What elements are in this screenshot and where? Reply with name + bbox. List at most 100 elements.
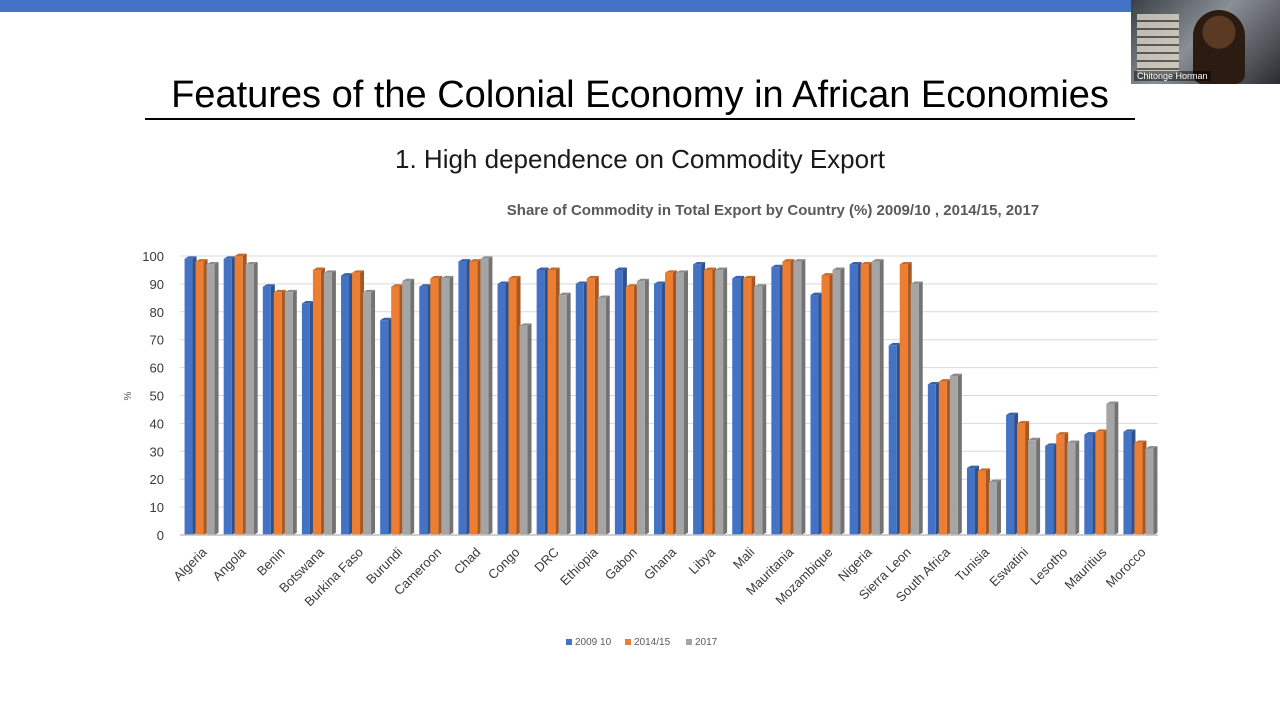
bar-top [1028,437,1041,441]
bar-top [419,284,432,287]
x-category-label: Mauritius [1062,544,1110,592]
bar-top [1006,412,1019,416]
bar-side [723,267,728,535]
y-tick-label: 40 [150,416,164,431]
bar-top [480,256,493,259]
y-tick-label: 60 [150,361,164,376]
bar-2014-15 [1017,423,1026,535]
bar-top [1056,432,1069,435]
bar-top [402,278,415,282]
bar-2017 [1028,440,1037,535]
bar-top [888,342,901,346]
bar-top [558,292,571,296]
bar-side [918,281,923,535]
bar-2017 [871,261,880,535]
bar-top [715,267,728,270]
bar-2017 [949,375,958,535]
bar-top [636,278,649,282]
bar-2009-10 [732,278,741,535]
participant-video[interactable]: Chitonge Horman [1131,0,1280,84]
x-category-label: Eswatini [986,544,1031,589]
bar-2009-10 [458,261,467,535]
bar-2009-10 [380,320,389,535]
x-category-label: Angola [210,544,250,584]
bar-2017 [323,272,332,535]
top-accent-bar [0,0,1280,12]
bar-2017 [558,295,567,535]
bar-2014-15 [273,292,282,535]
x-category-label: Algeria [170,544,210,584]
legend-swatch [625,639,631,645]
bar-side [253,261,258,535]
bar-side [566,292,571,535]
bar-2009-10 [1123,431,1132,535]
bar-2014-15 [195,261,204,535]
commodity-export-chart: Share of Commodity in Total Export by Co… [123,202,1158,648]
bar-top [508,275,521,279]
bar-side [449,275,454,535]
bar-2009-10 [223,258,232,535]
bar-2009-10 [301,303,310,535]
bar-2014-15 [860,264,869,535]
bar-top [771,264,784,268]
y-tick-label: 0 [157,528,164,543]
bar-top [184,256,197,259]
bar-top [1145,446,1158,449]
bar-2017 [206,264,215,535]
bar-2017 [441,278,450,535]
bar-top [363,289,376,293]
bar-top [234,253,247,256]
bar-2014-15 [1056,434,1065,535]
bar-side [957,373,962,535]
bar-top [323,270,336,273]
bar-2014-15 [938,381,947,535]
bar-top [810,292,823,296]
bar-top [458,259,471,262]
y-tick-label: 20 [150,472,164,487]
bar-top [519,323,532,326]
bar-2014-15 [665,272,673,535]
bar-2014-15 [430,278,439,535]
bar-side [214,261,219,535]
bar-2009-10 [810,295,819,535]
y-tick-label: 30 [150,444,164,459]
bar-top [754,284,767,287]
y-tick-label: 90 [150,277,164,292]
bar-2009-10 [888,345,897,535]
bar-2017 [1067,442,1076,535]
bar-2017 [793,261,802,535]
bar-top [273,289,286,293]
bar-top [380,317,393,321]
bar-2009-10 [184,258,193,535]
bar-2014-15 [1095,431,1104,535]
bar-2014-15 [234,256,243,535]
x-category-label: Chad [451,545,484,578]
bar-top [949,373,962,376]
x-category-label: Morocco [1103,545,1149,591]
bar-2017 [988,481,997,535]
x-category-label: Benin [254,545,288,579]
bar-top [704,267,717,270]
bar-top [1134,440,1147,443]
y-tick-label: 50 [150,389,164,404]
bar-2014-15 [508,278,517,535]
bar-top [832,267,845,270]
bar-2009-10 [927,384,936,535]
bar-top [625,284,638,287]
bar-top [284,289,297,293]
slide-subtitle: 1. High dependence on Commodity Export [395,144,885,174]
bar-2014-15 [743,278,752,535]
bar-top [732,275,745,279]
bar-side [1114,401,1119,535]
bar-top [1095,429,1108,432]
bar-2009-10 [536,269,545,535]
bar-2017 [1145,448,1154,535]
bar-2017 [636,281,645,535]
bar-2014-15 [312,269,321,535]
bar-2009-10 [849,264,858,535]
bar-side [879,259,884,535]
x-category-label: Ethiopia [557,544,601,588]
bar-side [1153,446,1158,535]
bar-2014-15 [469,261,478,535]
bar-top [586,275,599,279]
